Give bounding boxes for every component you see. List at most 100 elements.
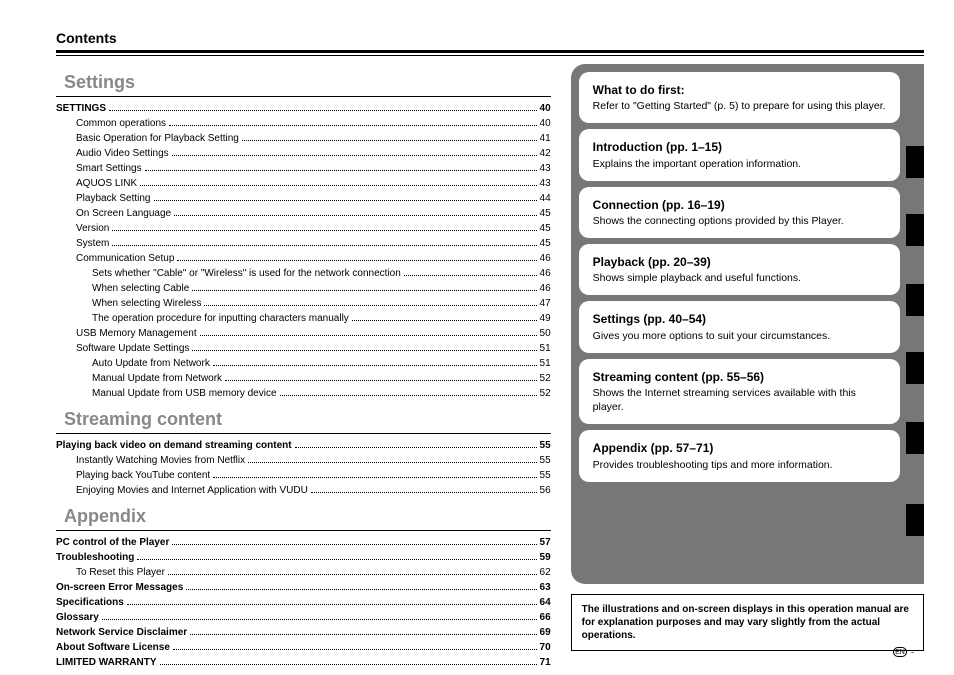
toc-label: On-screen Error Messages: [56, 580, 183, 595]
footer-dash: -: [911, 647, 914, 657]
sidebar-card-title: Playback (pp. 20–39): [593, 254, 886, 270]
toc-page: 46: [540, 266, 551, 281]
toc-leader: [145, 170, 537, 171]
toc-leader: [295, 447, 537, 448]
toc-label: Instantly Watching Movies from Netflix: [76, 453, 245, 468]
toc-leader: [200, 335, 537, 336]
columns: SettingsSETTINGS40Common operations40Bas…: [56, 64, 924, 670]
section-tab: [906, 284, 924, 316]
toc-label: Version: [76, 221, 109, 236]
rule-thick: [56, 50, 924, 53]
toc-entry: System45: [56, 236, 551, 251]
toc-page: 55: [540, 468, 551, 483]
toc-page: 59: [540, 550, 551, 565]
toc-entry: Auto Update from Network51: [56, 356, 551, 371]
toc-page: 66: [540, 610, 551, 625]
toc-entry: Network Service Disclaimer69: [56, 625, 551, 640]
toc-leader: [112, 245, 536, 246]
toc-label: Common operations: [76, 116, 166, 131]
toc-leader: [112, 230, 536, 231]
lang-badge: EN: [893, 647, 907, 657]
toc-entry: SETTINGS 40: [56, 101, 551, 116]
toc-page: 43: [540, 176, 551, 191]
section-tab: [906, 146, 924, 178]
toc-page: 40: [540, 116, 551, 131]
toc-entry: PC control of the Player 57: [56, 535, 551, 550]
sidebar-card-title: Settings (pp. 40–54): [593, 311, 886, 327]
toc-entry: Playing back YouTube content 55: [56, 468, 551, 483]
sidebar-card-title: Introduction (pp. 1–15): [593, 139, 886, 155]
sidebar-card: What to do first:Refer to "Getting Start…: [579, 72, 900, 123]
toc-leader: [311, 492, 537, 493]
toc-label: Glossary: [56, 610, 99, 625]
toc-entry: Manual Update from USB memory device52: [56, 386, 551, 401]
toc-page: 57: [540, 535, 551, 550]
toc-label: PC control of the Player: [56, 535, 169, 550]
toc-label: Network Service Disclaimer: [56, 625, 187, 640]
toc-label: Playback Setting: [76, 191, 151, 206]
section-tab: [906, 422, 924, 454]
toc-leader: [174, 215, 536, 216]
toc-entry: On-screen Error Messages 63: [56, 580, 551, 595]
toc-label: Playing back YouTube content: [76, 468, 210, 483]
toc-leader: [242, 140, 537, 141]
left-column: SettingsSETTINGS40Common operations40Bas…: [56, 64, 551, 670]
toc-page: 44: [540, 191, 551, 206]
toc-entry: When selecting Wireless47: [56, 296, 551, 311]
toc-entry: Specifications64: [56, 595, 551, 610]
toc-entry: Manual Update from Network52: [56, 371, 551, 386]
toc-label: Basic Operation for Playback Setting: [76, 131, 239, 146]
toc-page: 56: [540, 483, 551, 498]
toc-label: System: [76, 236, 109, 251]
toc-entry: Playing back video on demand streaming c…: [56, 438, 551, 453]
toc-leader: [192, 290, 536, 291]
toc-leader: [173, 649, 537, 650]
sidebar-card: Playback (pp. 20–39)Shows simple playbac…: [579, 244, 900, 295]
toc-entry: Glossary 66: [56, 610, 551, 625]
toc-page: 40: [540, 101, 551, 116]
toc-entry: USB Memory Management50: [56, 326, 551, 341]
toc-label: To Reset this Player: [76, 565, 165, 580]
toc-page: 55: [540, 438, 551, 453]
toc-leader: [137, 559, 536, 560]
toc-entry: LIMITED WARRANTY71: [56, 655, 551, 670]
toc-leader: [127, 604, 537, 605]
toc-page: 51: [540, 356, 551, 371]
section-heading: Appendix: [56, 504, 551, 531]
toc-page: 55: [540, 453, 551, 468]
toc-entry: Troubleshooting59: [56, 550, 551, 565]
toc-page: 43: [540, 161, 551, 176]
sidebar-card-body: Explains the important operation informa…: [593, 157, 886, 171]
sidebar-card: Appendix (pp. 57–71)Provides troubleshoo…: [579, 430, 900, 481]
sidebar-card-title: Connection (pp. 16–19): [593, 197, 886, 213]
sidebar-card-body: Shows the Internet streaming services av…: [593, 386, 886, 414]
toc-leader: [248, 462, 536, 463]
toc-label: SETTINGS: [56, 101, 106, 116]
toc-page: 62: [540, 565, 551, 580]
right-column: What to do first:Refer to "Getting Start…: [571, 64, 924, 670]
toc-label: Smart Settings: [76, 161, 142, 176]
sidebar-card-body: Provides troubleshooting tips and more i…: [593, 458, 886, 472]
toc-entry: Basic Operation for Playback Setting41: [56, 131, 551, 146]
toc-entry: About Software License 70: [56, 640, 551, 655]
toc-leader: [177, 260, 536, 261]
toc-page: 52: [540, 371, 551, 386]
toc-label: About Software License: [56, 640, 170, 655]
toc-label: Audio Video Settings: [76, 146, 169, 161]
toc-page: 70: [540, 640, 551, 655]
toc-page: 50: [540, 326, 551, 341]
toc-label: Sets whether "Cable" or "Wireless" is us…: [92, 266, 401, 281]
section-heading: Streaming content: [56, 407, 551, 434]
toc-entry: To Reset this Player 62: [56, 565, 551, 580]
toc-page: 63: [540, 580, 551, 595]
toc-label: Software Update Settings: [76, 341, 189, 356]
toc-entry: Common operations 40: [56, 116, 551, 131]
toc-leader: [102, 619, 537, 620]
toc-entry: Instantly Watching Movies from Netflix 55: [56, 453, 551, 468]
toc-label: Manual Update from USB memory device: [92, 386, 277, 401]
toc-label: On Screen Language: [76, 206, 171, 221]
section-tab: [906, 504, 924, 536]
toc-entry: Sets whether "Cable" or "Wireless" is us…: [56, 266, 551, 281]
sidebar-card: Connection (pp. 16–19)Shows the connecti…: [579, 187, 900, 238]
sidebar-card-body: Gives you more options to suit your circ…: [593, 329, 886, 343]
